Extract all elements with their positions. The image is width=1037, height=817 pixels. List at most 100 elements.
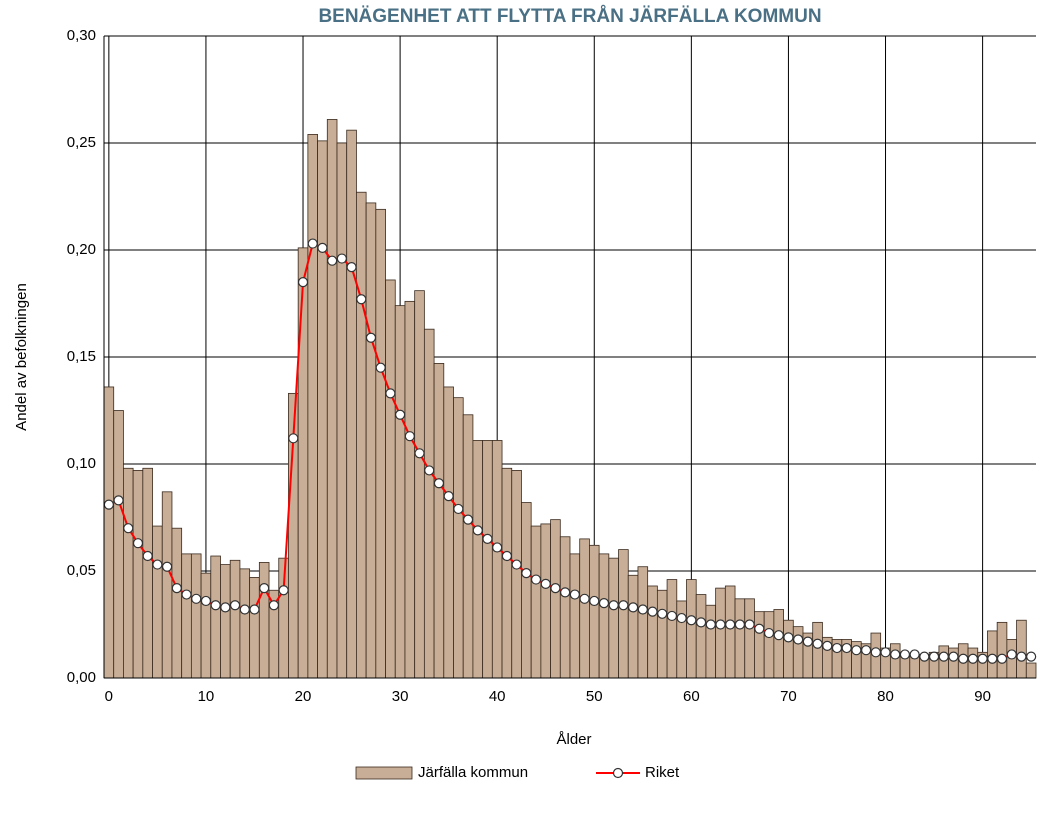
marker (530, 574, 542, 585)
marker (550, 583, 561, 594)
x-tick-label: 80 (877, 688, 894, 705)
bar (258, 562, 270, 679)
marker (705, 619, 716, 630)
marker (501, 550, 512, 562)
marker (822, 640, 833, 652)
marker (472, 525, 483, 536)
marker (802, 636, 813, 647)
marker (414, 448, 425, 459)
bar (161, 491, 173, 679)
bar (307, 134, 318, 679)
bar (666, 579, 678, 679)
bar (656, 589, 668, 679)
marker (637, 604, 648, 615)
marker (229, 600, 241, 611)
bar (559, 536, 571, 679)
marker (909, 649, 920, 660)
marker (938, 651, 949, 662)
bar (433, 363, 445, 679)
marker (103, 499, 114, 510)
bar (686, 579, 697, 679)
marker (268, 600, 279, 611)
bar (210, 555, 221, 679)
marker (628, 602, 639, 613)
bar (1016, 619, 1027, 679)
bar (404, 300, 416, 679)
marker (462, 514, 474, 525)
marker (1016, 651, 1027, 662)
bar (501, 467, 513, 679)
marker (676, 612, 687, 624)
bar (336, 142, 348, 679)
bar (724, 585, 736, 679)
marker (132, 538, 144, 549)
bar (123, 467, 134, 679)
marker (297, 277, 309, 288)
x-tick-label: 40 (489, 688, 506, 705)
marker (375, 362, 386, 373)
bar (423, 328, 435, 679)
y-tick-label: 0,00 (67, 669, 96, 686)
bar (763, 611, 775, 679)
marker (171, 583, 182, 594)
marker (744, 619, 755, 630)
bar (103, 386, 115, 679)
bar (695, 594, 707, 679)
bar (530, 525, 542, 679)
bar (346, 129, 357, 679)
marker (754, 623, 765, 634)
bar (637, 566, 649, 679)
bar (618, 549, 629, 679)
bar (550, 519, 561, 679)
marker (880, 647, 891, 658)
marker (695, 617, 707, 628)
marker (598, 597, 610, 609)
marker (239, 604, 250, 615)
marker (443, 491, 454, 502)
marker (647, 606, 658, 617)
bar (792, 626, 804, 679)
bar (783, 619, 794, 679)
bar (171, 527, 183, 679)
marker (1026, 651, 1037, 662)
marker (317, 242, 328, 253)
bar (996, 621, 1008, 679)
bar (676, 600, 687, 679)
bar (598, 553, 610, 679)
marker (608, 600, 619, 611)
marker (521, 568, 532, 579)
legend-label: Riket (645, 764, 680, 781)
bar (579, 538, 590, 679)
bar (297, 247, 309, 679)
marker (763, 627, 775, 639)
bar (734, 598, 746, 679)
marker (152, 559, 163, 570)
marker (540, 578, 551, 589)
chart-title: BENÄGENHET ATT FLYTTA FRÅN JÄRFÄLLA KOMM… (318, 6, 821, 27)
marker (958, 653, 969, 664)
bar (220, 564, 231, 679)
marker (404, 431, 415, 442)
marker (569, 589, 580, 600)
marker (259, 583, 270, 594)
marker (686, 615, 697, 626)
marker (181, 589, 192, 600)
bar (540, 523, 551, 679)
marker (327, 255, 338, 266)
bar (190, 553, 202, 679)
marker (618, 600, 629, 611)
marker (433, 478, 445, 489)
legend-swatch (355, 766, 413, 780)
marker (307, 238, 318, 249)
bar (754, 611, 765, 679)
bar (744, 598, 755, 679)
marker (987, 653, 998, 664)
bar (414, 290, 425, 679)
bar (511, 470, 522, 679)
bar (773, 609, 784, 679)
marker (928, 651, 940, 662)
bar (239, 568, 251, 679)
bar (938, 645, 950, 679)
marker (870, 647, 881, 658)
